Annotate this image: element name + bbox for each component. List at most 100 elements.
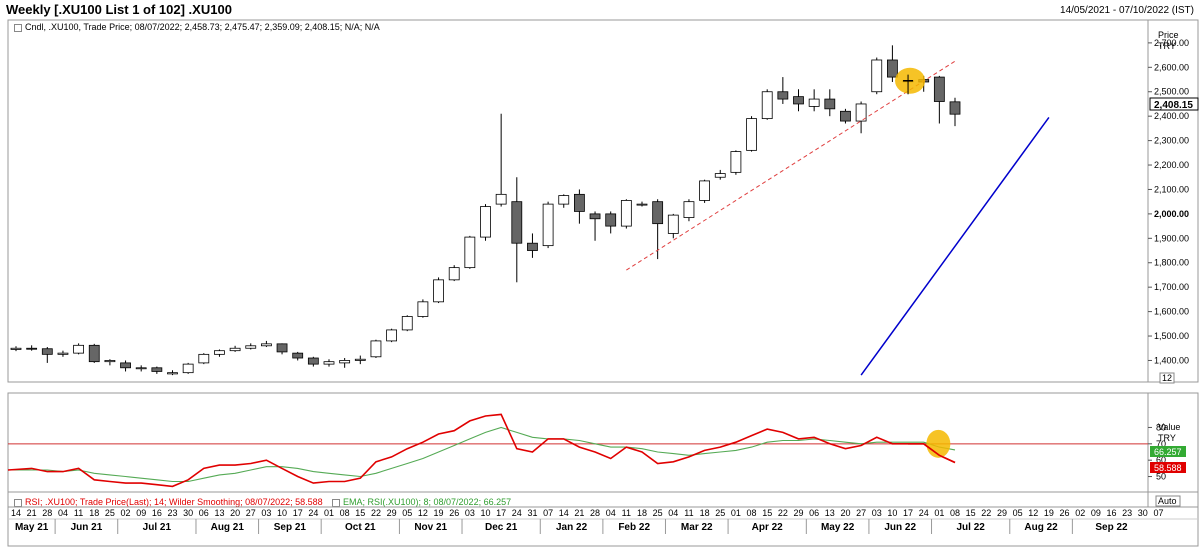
- rsi-tick-label: 50: [1156, 472, 1166, 482]
- candle-body: [57, 352, 69, 355]
- time-day-label: 15: [762, 508, 772, 518]
- candle-body: [730, 151, 742, 173]
- count-label: 12: [1162, 373, 1172, 383]
- time-day-label: 16: [152, 508, 162, 518]
- time-month-label: Sep 21: [274, 522, 307, 533]
- time-day-label: 12: [1028, 508, 1038, 518]
- time-month-label: Dec 21: [485, 522, 518, 533]
- ema-info-legend: EMA; RSI(.XU100); 8; 08/07/2022; 66.257: [332, 497, 511, 507]
- candle-body: [589, 213, 601, 220]
- price-axis-title: Price: [1158, 30, 1179, 40]
- rsi-tick-label: 60: [1156, 455, 1166, 465]
- candle-body: [793, 96, 804, 105]
- candle-body: [354, 358, 366, 361]
- price-axis-ticks: 1,400.00 1,500.00 1,600.00 1,700.00 1,800.00…: [1148, 38, 1189, 365]
- price-tick-label: 2,000.00: [1154, 209, 1189, 219]
- count-badge[interactable]: [1159, 372, 1175, 384]
- time-month-label: Feb 22: [618, 522, 650, 533]
- rsi-legend-toggle-box[interactable]: [14, 498, 22, 507]
- time-day-label: 10: [480, 508, 490, 518]
- time-day-label: 18: [637, 508, 647, 518]
- candle-body: [527, 242, 538, 251]
- price-axis-unit: TRY: [1158, 41, 1176, 51]
- price-info-legend: Cndl, .XU100, Trade Price; 08/07/2022; 2…: [14, 22, 380, 32]
- candle-body: [558, 195, 570, 205]
- candle-body: [26, 347, 38, 350]
- time-day-label: 22: [981, 508, 991, 518]
- rsi-last-label: 58.588: [1154, 463, 1182, 473]
- rsi-axis-ticks: 50 60 70 80: [8, 422, 1166, 482]
- candle-body: [229, 347, 241, 352]
- candle-body: [667, 214, 679, 234]
- time-month-label: Jun 21: [71, 522, 103, 533]
- candle-body: [605, 213, 617, 227]
- last-price-label: 2,408.15: [1154, 100, 1193, 111]
- time-day-label: 11: [684, 508, 693, 518]
- candle-body: [323, 361, 335, 365]
- candle-body: [292, 352, 304, 359]
- candle-body: [135, 367, 147, 370]
- price-tick-label: 2,500.00: [1154, 87, 1189, 97]
- time-month-label: Jul 22: [956, 522, 985, 533]
- rsi-last-badge: [1150, 462, 1186, 473]
- time-day-label: 17: [293, 508, 303, 518]
- dashed-trendline: [626, 60, 956, 271]
- time-day-label: 30: [1138, 508, 1148, 518]
- auto-button[interactable]: [1155, 495, 1181, 507]
- time-day-label: 17: [903, 508, 913, 518]
- title-bar: Weekly [.XU100 List 1 of 102] .XU100 14/…: [0, 0, 1200, 20]
- candlesticks: [10, 45, 961, 376]
- candle-body: [683, 201, 695, 218]
- candle-body: [542, 203, 554, 247]
- time-day-label: 13: [214, 508, 224, 518]
- time-day-label: 16: [1106, 508, 1116, 518]
- candle-body: [855, 103, 867, 122]
- candle-body: [370, 340, 382, 358]
- time-day-label: 12: [418, 508, 428, 518]
- candle-body: [276, 343, 288, 353]
- time-day-label: 27: [856, 508, 866, 518]
- candle-body: [464, 236, 476, 269]
- candle-body: [433, 279, 444, 303]
- last-price-badge: [1149, 97, 1199, 111]
- support-trendline: [860, 116, 1050, 376]
- rsi-line: [908, 442, 956, 464]
- time-month-label: Aug 21: [211, 522, 245, 533]
- time-day-label: 27: [246, 508, 256, 518]
- candle-body: [840, 110, 851, 122]
- price-tick-label: 2,200.00: [1154, 160, 1189, 170]
- time-day-label: 18: [89, 508, 99, 518]
- candle-body: [386, 329, 398, 342]
- ema-legend-toggle-box[interactable]: [332, 498, 340, 507]
- candle-body: [511, 201, 523, 244]
- candle-body: [417, 301, 429, 317]
- auto-label: Auto: [1158, 496, 1177, 506]
- candle-body: [824, 98, 836, 110]
- time-day-label: 26: [1060, 508, 1070, 518]
- candle-body: [620, 200, 632, 227]
- time-day-label: 14: [11, 508, 21, 518]
- time-month-label: May 21: [15, 522, 49, 533]
- time-day-label: 29: [387, 508, 397, 518]
- legend-toggle-box[interactable]: [14, 23, 22, 32]
- time-month-label: Jul 21: [143, 522, 172, 533]
- time-day-label: 07: [543, 508, 553, 518]
- time-day-label: 15: [966, 508, 976, 518]
- time-day-label: 04: [606, 508, 616, 518]
- time-day-label: 25: [715, 508, 725, 518]
- time-day-label: 08: [950, 508, 960, 518]
- time-day-label: 30: [183, 508, 193, 518]
- ema-last-label: 66.257: [1154, 447, 1182, 457]
- time-day-label: 25: [105, 508, 115, 518]
- candle-body: [214, 350, 225, 355]
- time-day-label: 24: [919, 508, 929, 518]
- time-day-label: 23: [1122, 508, 1132, 518]
- candle-body: [448, 267, 460, 281]
- time-day-label: 24: [512, 508, 522, 518]
- time-day-label: 09: [1091, 508, 1101, 518]
- time-day-label: 02: [1075, 508, 1085, 518]
- time-day-label: 01: [324, 508, 334, 518]
- candle-body: [871, 59, 883, 93]
- candle-body: [104, 360, 116, 363]
